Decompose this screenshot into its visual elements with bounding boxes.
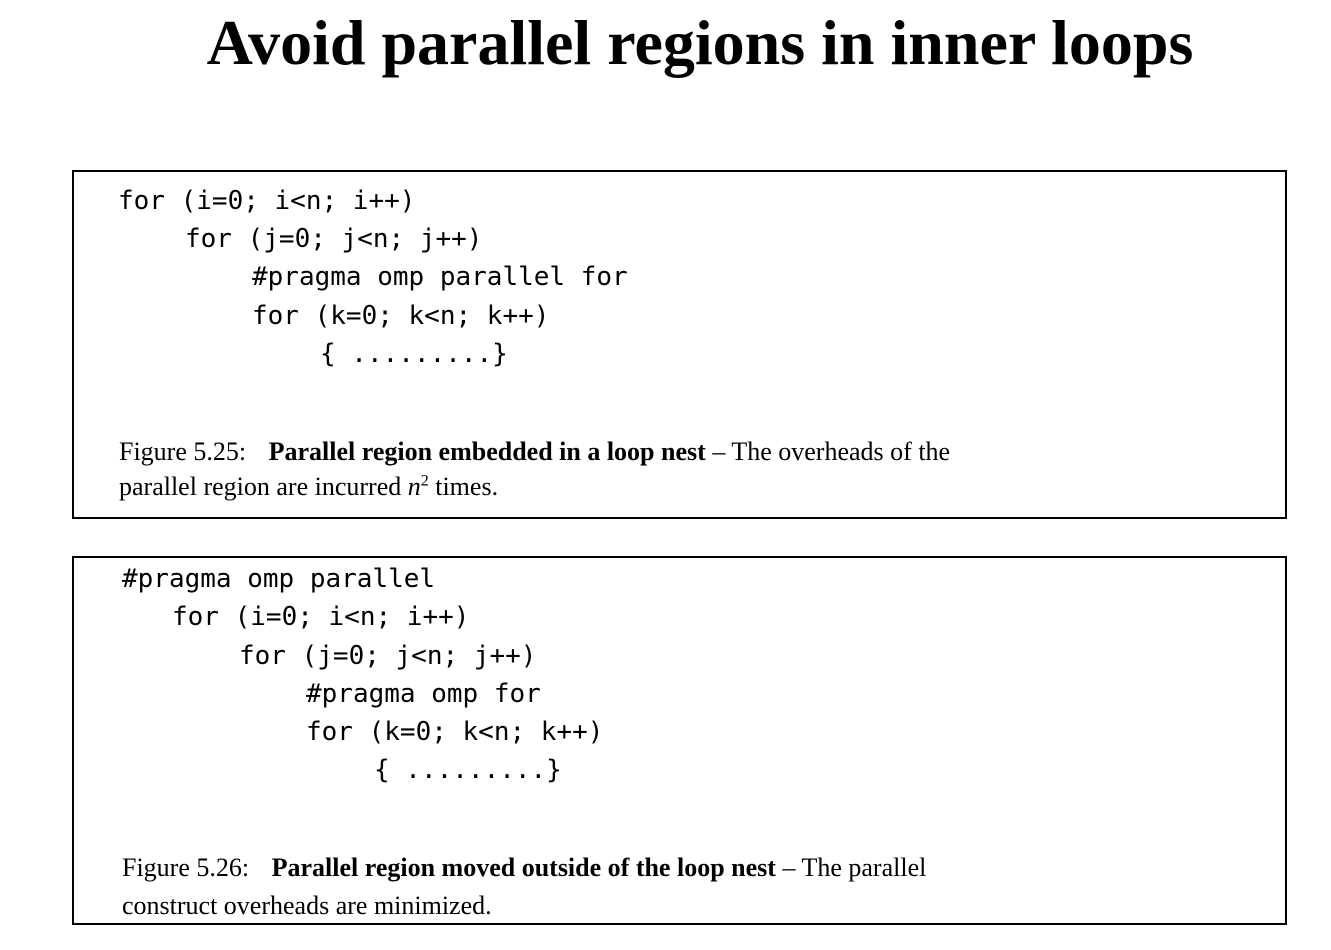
code-line-body: { .........} — [374, 755, 562, 785]
figure-number: Figure 5.25: — [119, 437, 247, 466]
code-line-middle-loop: for (j=0; j<n; j++) — [185, 224, 483, 254]
code-line-outer-loop: for (i=0; i<n; i++) — [118, 186, 416, 216]
figure-caption: Figure 5.26: Parallel region moved outsi… — [122, 851, 926, 885]
caption-text: The overheads of the — [731, 437, 951, 466]
figure-5-25-box: for (i=0; i<n; i++) for (j=0; j<n; j++) … — [72, 170, 1287, 519]
slide-title: Avoid parallel regions in inner loops — [206, 7, 1194, 78]
caption-text: construct overheads are minimized. — [122, 891, 492, 920]
figure-caption-line2: construct overheads are minimized. — [122, 889, 492, 923]
caption-text: The parallel — [801, 853, 927, 882]
caption-exponent: 2 — [420, 472, 429, 490]
code-line-pragma-parallel: #pragma omp parallel — [122, 564, 436, 594]
code-line-inner-loop: for (k=0; k<n; k++) — [306, 717, 604, 747]
code-line-pragma: #pragma omp parallel for — [252, 262, 628, 292]
caption-dash: – — [782, 853, 796, 882]
caption-text: parallel region are incurred — [119, 472, 402, 501]
figure-5-26-box: #pragma omp parallel for (i=0; i<n; i++)… — [72, 556, 1287, 925]
figure-title: Parallel region embedded in a loop nest — [268, 437, 706, 466]
figure-caption-line2: parallel region are incurred n2 times. — [119, 470, 498, 504]
figure-caption: Figure 5.25: Parallel region embedded in… — [119, 435, 950, 469]
code-line-pragma-for: #pragma omp for — [306, 679, 541, 709]
caption-variable: n — [407, 472, 421, 501]
caption-dash: – — [712, 437, 726, 466]
caption-text: times. — [435, 472, 499, 501]
code-line-middle-loop: for (j=0; j<n; j++) — [239, 641, 537, 671]
figure-title: Parallel region moved outside of the loo… — [271, 853, 776, 882]
code-line-outer-loop: for (i=0; i<n; i++) — [172, 602, 470, 632]
code-line-inner-loop: for (k=0; k<n; k++) — [252, 301, 550, 331]
figure-number: Figure 5.26: — [122, 853, 250, 882]
code-line-body: { .........} — [320, 339, 508, 369]
